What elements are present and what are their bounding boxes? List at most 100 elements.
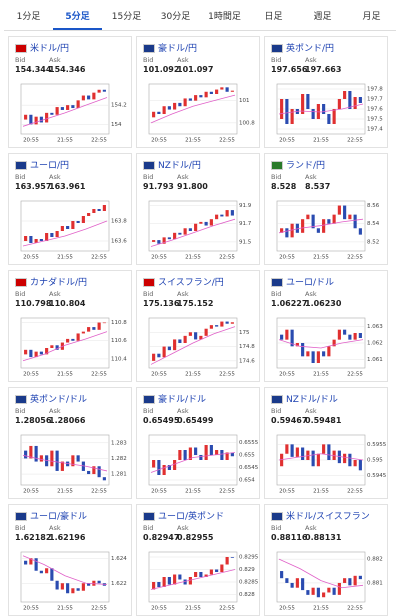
candle — [353, 214, 357, 229]
moving-average — [278, 339, 364, 349]
pair-name[interactable]: 米ドル/スイスフラン — [271, 509, 370, 522]
candle — [45, 348, 49, 355]
candle — [87, 213, 91, 216]
ask-label: Ask — [49, 290, 61, 298]
candle — [34, 445, 38, 462]
y-tick-label: 1.062 — [367, 341, 383, 347]
pair-name[interactable]: カナダドル/円 — [15, 275, 87, 288]
candle — [301, 219, 305, 233]
candle — [39, 455, 43, 462]
currency-panel[interactable]: スイスフラン/円 Bid Ask 175.136 175.152 174.6 174.8 17… — [136, 270, 260, 382]
pair-name[interactable]: ユーロ/英ポンド — [143, 509, 224, 522]
candle — [290, 444, 294, 457]
ask-label: Ask — [177, 56, 189, 64]
currency-panel[interactable]: 米ドル/スイスフラン Bid Ask 0.88116 0.88131 0.881 0.882… — [264, 504, 388, 616]
candle — [199, 95, 203, 98]
x-tick-label: 20:55 — [151, 255, 167, 261]
tab[interactable]: 月足 — [362, 12, 381, 22]
currency-panel[interactable]: 豪ドル/ドル Bid Ask 0.65495 0.65499 0.654 0.6545 0.6… — [136, 387, 260, 499]
candle — [183, 450, 187, 460]
currency-panel[interactable]: NZドル/ドル Bid Ask 0.59467 0.59481 0.5945 0.595 0.… — [264, 387, 388, 499]
x-tick-label: 20:55 — [279, 489, 295, 495]
pair-name[interactable]: 豪ドル/円 — [143, 41, 197, 54]
moving-average — [150, 569, 236, 590]
currency-panel[interactable]: 英ポンド/ドル Bid Ask 1.28056 1.28066 1.281 1.282 1.2… — [8, 387, 132, 499]
candle — [183, 228, 187, 235]
candle — [230, 452, 234, 457]
tab[interactable]: 30分足 — [160, 12, 191, 22]
candle — [290, 223, 294, 238]
currency-panel[interactable]: ユーロ/ドル Bid Ask 1.06227 1.06230 1.061 1.062 1.06… — [264, 270, 388, 382]
pair-name[interactable]: ユーロ/円 — [15, 158, 69, 171]
currency-panel[interactable]: ランド/円 Bid Ask 8.528 8.537 8.52 8.54 8.56 20:55 21… — [264, 153, 388, 265]
tab[interactable]: 1分足 — [16, 12, 41, 22]
pair-name[interactable]: 英ポンド/円 — [271, 41, 334, 54]
currency-panel[interactable]: ユーロ/豪ドル Bid Ask 1.62182 1.62196 1.622 1.624 20:… — [8, 504, 132, 616]
y-tick-label: 100.8 — [239, 120, 255, 126]
candle — [209, 445, 213, 455]
pair-name[interactable]: ユーロ/豪ドル — [15, 509, 87, 522]
currency-panel[interactable]: 豪ドル/円 Bid Ask 101.092 101.097 100.8 101 20:55 21… — [136, 36, 260, 148]
tab[interactable]: 日足 — [264, 12, 283, 22]
x-tick-label: 22:55 — [347, 255, 363, 261]
candle — [81, 216, 85, 223]
bid-label: Bid — [15, 173, 26, 181]
pair-name[interactable]: 米ドル/円 — [15, 41, 69, 54]
y-tick-label: 0.5955 — [367, 442, 387, 448]
plot-frame — [20, 317, 110, 369]
pair-name[interactable]: 豪ドル/ドル — [143, 392, 206, 405]
currency-panel[interactable]: 英ポンド/円 Bid Ask 197.656 197.663 197.4 197.5 197.… — [264, 36, 388, 148]
x-tick-label: 20:55 — [23, 138, 39, 144]
candle — [225, 452, 229, 460]
bid-label: Bid — [143, 173, 154, 181]
candle — [327, 444, 331, 460]
candle — [50, 112, 54, 115]
y-tick-label: 0.881 — [367, 580, 383, 586]
pair-name[interactable]: スイスフラン/円 — [143, 275, 224, 288]
candle — [29, 558, 33, 565]
candle — [194, 572, 198, 577]
plot-frame — [20, 200, 110, 252]
candle — [50, 450, 54, 467]
candle — [97, 580, 101, 584]
currency-panel[interactable]: 米ドル/円 Bid Ask 154.344 154.346 154 154.2 20:55 21… — [8, 36, 132, 148]
x-tick-label: 20:55 — [151, 606, 167, 612]
ask-value: 91.800 — [177, 182, 208, 191]
currency-panel[interactable]: ユーロ/円 Bid Ask 163.957 163.961 163.6 163.8 20:55… — [8, 153, 132, 265]
pair-name[interactable]: NZドル/円 — [143, 158, 201, 171]
pair-name[interactable]: ユーロ/ドル — [271, 275, 334, 288]
candle — [209, 219, 213, 226]
y-tick-label: 197.6 — [367, 107, 383, 113]
candle — [71, 221, 75, 229]
tab[interactable]: 15分足 — [111, 12, 142, 22]
pair-name[interactable]: 英ポンド/ドル — [15, 392, 87, 405]
candle — [157, 240, 161, 244]
currency-panel[interactable]: NZドル/円 Bid Ask 91.793 91.800 91.5 91.7 91.9 20:5… — [136, 153, 260, 265]
y-tick-label: 110.6 — [111, 338, 127, 344]
candle — [178, 232, 182, 235]
candle — [24, 450, 28, 459]
candle — [316, 351, 320, 363]
candle — [92, 466, 96, 475]
candle — [204, 221, 208, 226]
candle — [71, 588, 75, 594]
candle — [290, 582, 294, 588]
currency-panel[interactable]: カナダドル/円 Bid Ask 110.798 110.804 110.4 110.6 110… — [8, 270, 132, 382]
candle — [348, 334, 352, 340]
moving-average — [278, 558, 364, 589]
moving-average — [278, 218, 364, 234]
tab[interactable]: 1時間足 — [208, 12, 241, 22]
x-tick-label: 21:55 — [185, 489, 201, 495]
tab[interactable]: 週足 — [313, 12, 332, 22]
ask-label: Ask — [177, 290, 189, 298]
pair-name[interactable]: NZドル/ドル — [271, 392, 338, 405]
pair-name[interactable]: ランド/円 — [271, 158, 325, 171]
candle — [230, 322, 234, 324]
ask-value: 0.88131 — [305, 533, 342, 542]
tab[interactable]: 5分足 — [53, 4, 102, 30]
bid-label: Bid — [271, 407, 282, 415]
bid-value: 91.793 — [143, 182, 174, 191]
currency-panel[interactable]: ユーロ/英ポンド Bid Ask 0.82947 0.82955 0.828 0.8285 0… — [136, 504, 260, 616]
y-tick-label: 1.063 — [367, 324, 383, 330]
ask-value: 197.663 — [305, 65, 342, 74]
